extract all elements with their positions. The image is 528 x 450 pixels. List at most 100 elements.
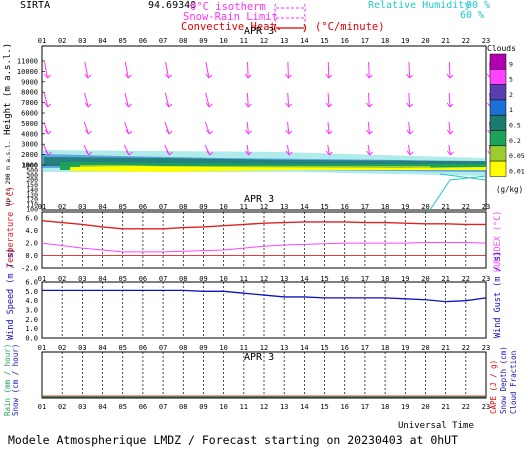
hour-tick-label: 05 [119,37,127,45]
temp-tick-label: -2.0 [21,265,38,273]
hour-tick-label: 10 [219,344,227,352]
wind-arrow [83,121,92,135]
height-tick-label: 5000 [21,120,38,128]
wind-arrow [366,121,373,135]
legend-swatches [273,3,307,33]
humidex-line [41,241,487,253]
wind-arrow [406,92,414,108]
wind-arrow [245,144,252,156]
temp-tick-label: 0.0 [25,252,38,260]
hour-tick-label: 20 [421,344,429,352]
temp-tick-label: 4.0 [25,227,38,235]
wind-arrow [205,61,213,79]
hour-tick-label: 12 [260,203,268,211]
wind-arrow [406,144,414,156]
hour-tick-label: 19 [401,203,409,211]
hour-tick-label: 14 [300,403,308,411]
hour-tick-label: 06 [139,403,147,411]
hour-tick-label: 05 [119,403,127,411]
hour-tick-label: 01 [38,37,46,45]
hour-tick-label: 13 [280,403,288,411]
hour-tick-label: 11 [240,203,248,211]
wind-tick-label: 1.0 [25,325,38,333]
height-tick-label: 2000 [21,151,38,159]
rh-90-label: 90 % [466,0,490,11]
wind-arrow [325,121,333,135]
wind-ylabel: Wind Speed (m / s) [6,248,16,340]
temp-ylabel: Temperature (°C) [6,186,16,268]
wind-arrow [285,121,293,135]
hour-tick-label: 14 [300,203,308,211]
hour-tick-label: 20 [421,37,429,45]
wind-tick-label: 6.0 [25,279,38,287]
hour-tick-label: 04 [98,403,106,411]
wind-arrow [365,92,373,108]
wind-arrow [44,61,51,79]
hour-tick-label: 22 [462,37,470,45]
hour-tick-label: 13 [280,275,288,283]
hour-tick-label: 16 [341,203,349,211]
hour-tick-label: 13 [280,203,288,211]
wind-arrow [124,61,132,79]
hour-tick-label: 14 [300,344,308,352]
colorbar-swatch [489,130,507,147]
hour-tick-label: 18 [381,37,389,45]
wind-arrow [325,61,333,79]
universal-time-label: Universal Time [398,421,474,431]
legend-snow-label: Snow-Rain Limit [183,11,278,23]
wind-arrow [205,92,213,108]
hour-tick-label: 01 [38,203,46,211]
hour-tick-label: 03 [78,275,86,283]
height-tick-label: 7000 [21,99,38,107]
hour-tick-label: 10 [219,37,227,45]
hour-tick-label: 19 [401,275,409,283]
colorbar-label: 9 [509,60,513,68]
hour-tick-label: 14 [300,37,308,45]
wind-arrow [164,121,173,135]
wind-arrow [406,121,414,135]
legend-conv-label: Convective Heat. [181,21,282,33]
hour-tick-label: 22 [462,344,470,352]
legend-iso-label: 0°C isotherm [190,1,266,13]
hour-tick-label: 13 [280,344,288,352]
hour-tick-label: 16 [341,275,349,283]
colorbar-swatch [489,114,507,131]
wind-arrow [43,121,52,135]
hour-tick-label: 08 [179,275,187,283]
hour-tick-label: 21 [441,344,449,352]
colorbar-label: 1 [509,106,513,114]
wind-arrow [123,144,133,156]
colorbar-swatch [489,99,507,116]
wind-arrow [84,61,92,79]
hour-tick-label: 17 [361,203,369,211]
hour-tick-label: 23 [482,275,490,283]
wind-arrow [244,61,252,79]
colorbar-swatch [489,53,507,70]
hour-tick-label: 23 [482,403,490,411]
height-low-tick-label: 130 [26,191,38,199]
hour-tick-label: 10 [219,203,227,211]
height-low-tick-label: 150 [26,181,38,189]
hour-tick-label: 18 [381,275,389,283]
wind-arrow [164,92,173,108]
cloud-band [42,150,487,211]
hour-tick-label: 06 [139,203,147,211]
wind-arrow [285,61,292,79]
colorbar-label: 2 [509,91,513,99]
hour-tick-label: 08 [179,203,187,211]
hour-tick-label: 12 [260,403,268,411]
hour-tick-label: 15 [320,403,328,411]
hour-tick-label: 11 [240,344,248,352]
wind-tick-label: 5.0 [25,288,38,296]
coord-label: 94.69340 [148,0,196,11]
hour-tick-label: 08 [179,344,187,352]
hour-tick-label: 07 [159,403,167,411]
hour-tick-label: 06 [139,344,147,352]
rain-ylabel: Rain (mm / hour) [3,344,12,416]
hour-tick-label: 08 [179,37,187,45]
wind-arrow [285,92,292,108]
wind-arrow [245,121,252,135]
hour-tick-label: 11 [240,403,248,411]
height-tick-label: 1000 [21,162,38,170]
cloudfrac-ylabel: Cloud Fraction [509,351,518,414]
